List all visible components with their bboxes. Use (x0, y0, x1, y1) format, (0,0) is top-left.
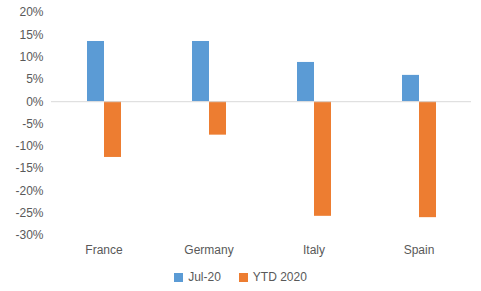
svg-text:5%: 5% (26, 72, 44, 86)
svg-text:-25%: -25% (15, 206, 43, 220)
svg-text:15%: 15% (19, 28, 43, 42)
svg-text:-30%: -30% (15, 228, 43, 242)
svg-text:France: France (85, 243, 123, 257)
svg-text:-5%: -5% (22, 117, 44, 131)
html-text:YTD 2020: YTD 2020 (252, 270, 307, 284)
svg-text:Germany: Germany (184, 243, 233, 257)
svg-text:0%: 0% (26, 95, 44, 109)
html-text:Jul-20: Jul-20 (188, 270, 221, 284)
svg-text:20%: 20% (19, 5, 43, 19)
svg-text:Spain: Spain (404, 243, 435, 257)
svg-text:-20%: -20% (15, 184, 43, 198)
svg-text:-15%: -15% (15, 161, 43, 175)
svg-text:10%: 10% (19, 50, 43, 64)
svg-text:-10%: -10% (15, 139, 43, 153)
svg-text:Italy: Italy (303, 243, 325, 257)
